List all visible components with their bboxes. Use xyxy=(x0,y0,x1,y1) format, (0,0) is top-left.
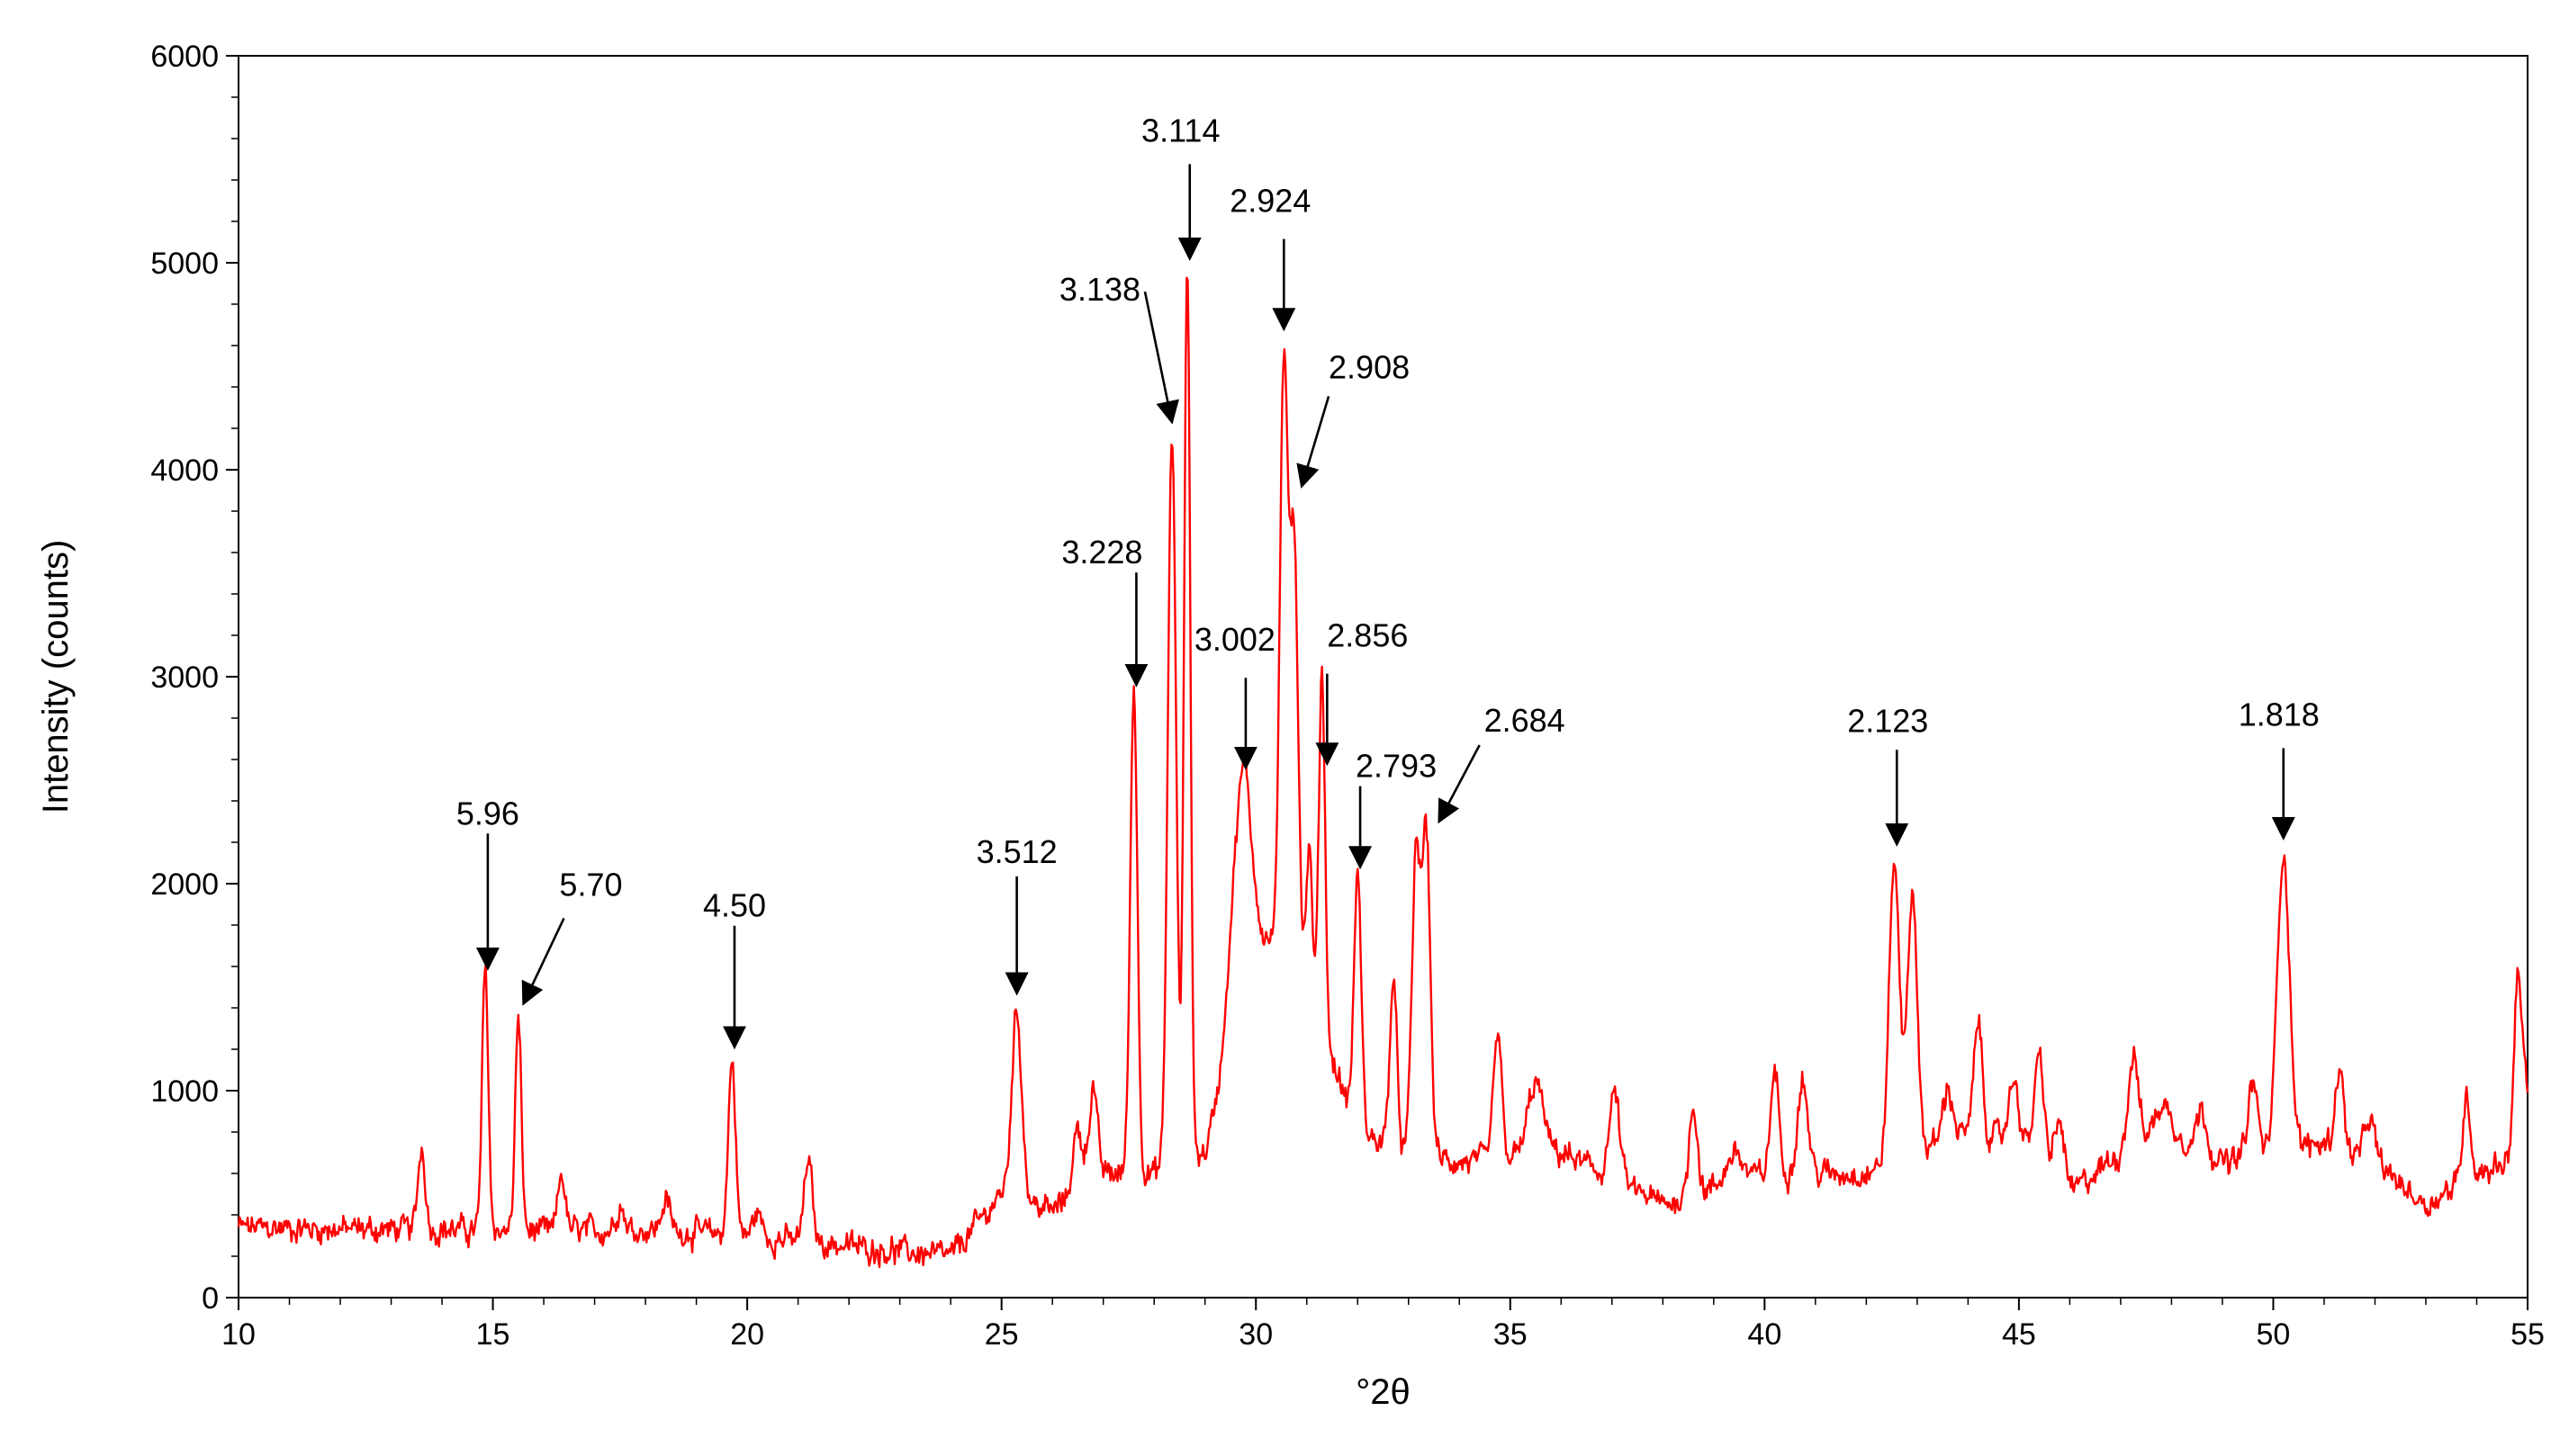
series-layer xyxy=(237,276,2529,1269)
y-tick-label: 3000 xyxy=(150,661,219,695)
peak-label: 2.684 xyxy=(1484,702,1565,739)
axes-layer: 10 15 20 25 30 35 40 45 50 55 0 1000 2000 3000 4000 500… xyxy=(150,40,2545,1352)
y-tick-label: 2000 xyxy=(150,867,219,902)
x-tick-label: 25 xyxy=(985,1317,1019,1352)
peak-arrow xyxy=(1438,744,1481,824)
peak-arrow xyxy=(1296,396,1330,489)
peak-arrow xyxy=(1143,291,1179,425)
peak-label: 2.793 xyxy=(1356,748,1437,785)
plot-frame xyxy=(238,55,2528,1299)
peak-label: 3.114 xyxy=(1141,112,1220,148)
annotation-layer: 5.96 5.70 4.50 3.512 3.228 3.138 3.114 3.002 2.9… xyxy=(456,112,2320,1050)
peak-label: 3.228 xyxy=(1061,534,1142,571)
peak-label: 1.818 xyxy=(2239,696,2320,732)
x-tick-label: 20 xyxy=(730,1317,764,1352)
y-tick-label: 0 xyxy=(202,1281,219,1316)
peak-arrow xyxy=(521,917,565,1006)
x-tick-label: 35 xyxy=(1493,1317,1528,1352)
peak-label: 3.512 xyxy=(977,833,1058,870)
y-tick-label: 4000 xyxy=(150,454,219,488)
y-axis-title: Intensity (counts) xyxy=(36,540,76,814)
x-tick-label: 45 xyxy=(2002,1317,2036,1352)
y-tick-label: 5000 xyxy=(150,247,219,281)
x-tick-label: 10 xyxy=(221,1317,256,1352)
peak-label: 2.908 xyxy=(1329,348,1410,385)
y-tick-label: 6000 xyxy=(150,40,219,74)
y-tick-label: 1000 xyxy=(150,1074,219,1109)
peak-label: 2.924 xyxy=(1230,183,1311,220)
x-tick-label: 15 xyxy=(476,1317,510,1352)
peak-label: 5.96 xyxy=(456,795,519,831)
x-axis-title: °2θ xyxy=(1356,1372,1411,1412)
peak-label: 2.123 xyxy=(1847,702,1928,739)
peak-label: 2.856 xyxy=(1327,617,1408,654)
peak-label: 5.70 xyxy=(559,866,622,903)
peak-label: 3.002 xyxy=(1194,621,1275,658)
x-tick-label: 55 xyxy=(2510,1317,2545,1352)
x-tick-label: 30 xyxy=(1239,1317,1273,1352)
xrd-pattern-line xyxy=(237,276,2529,1269)
peak-label: 4.50 xyxy=(703,887,766,924)
x-tick-label: 40 xyxy=(1747,1317,1781,1352)
x-tick-label: 50 xyxy=(2257,1317,2291,1352)
peak-label: 3.138 xyxy=(1059,271,1140,308)
